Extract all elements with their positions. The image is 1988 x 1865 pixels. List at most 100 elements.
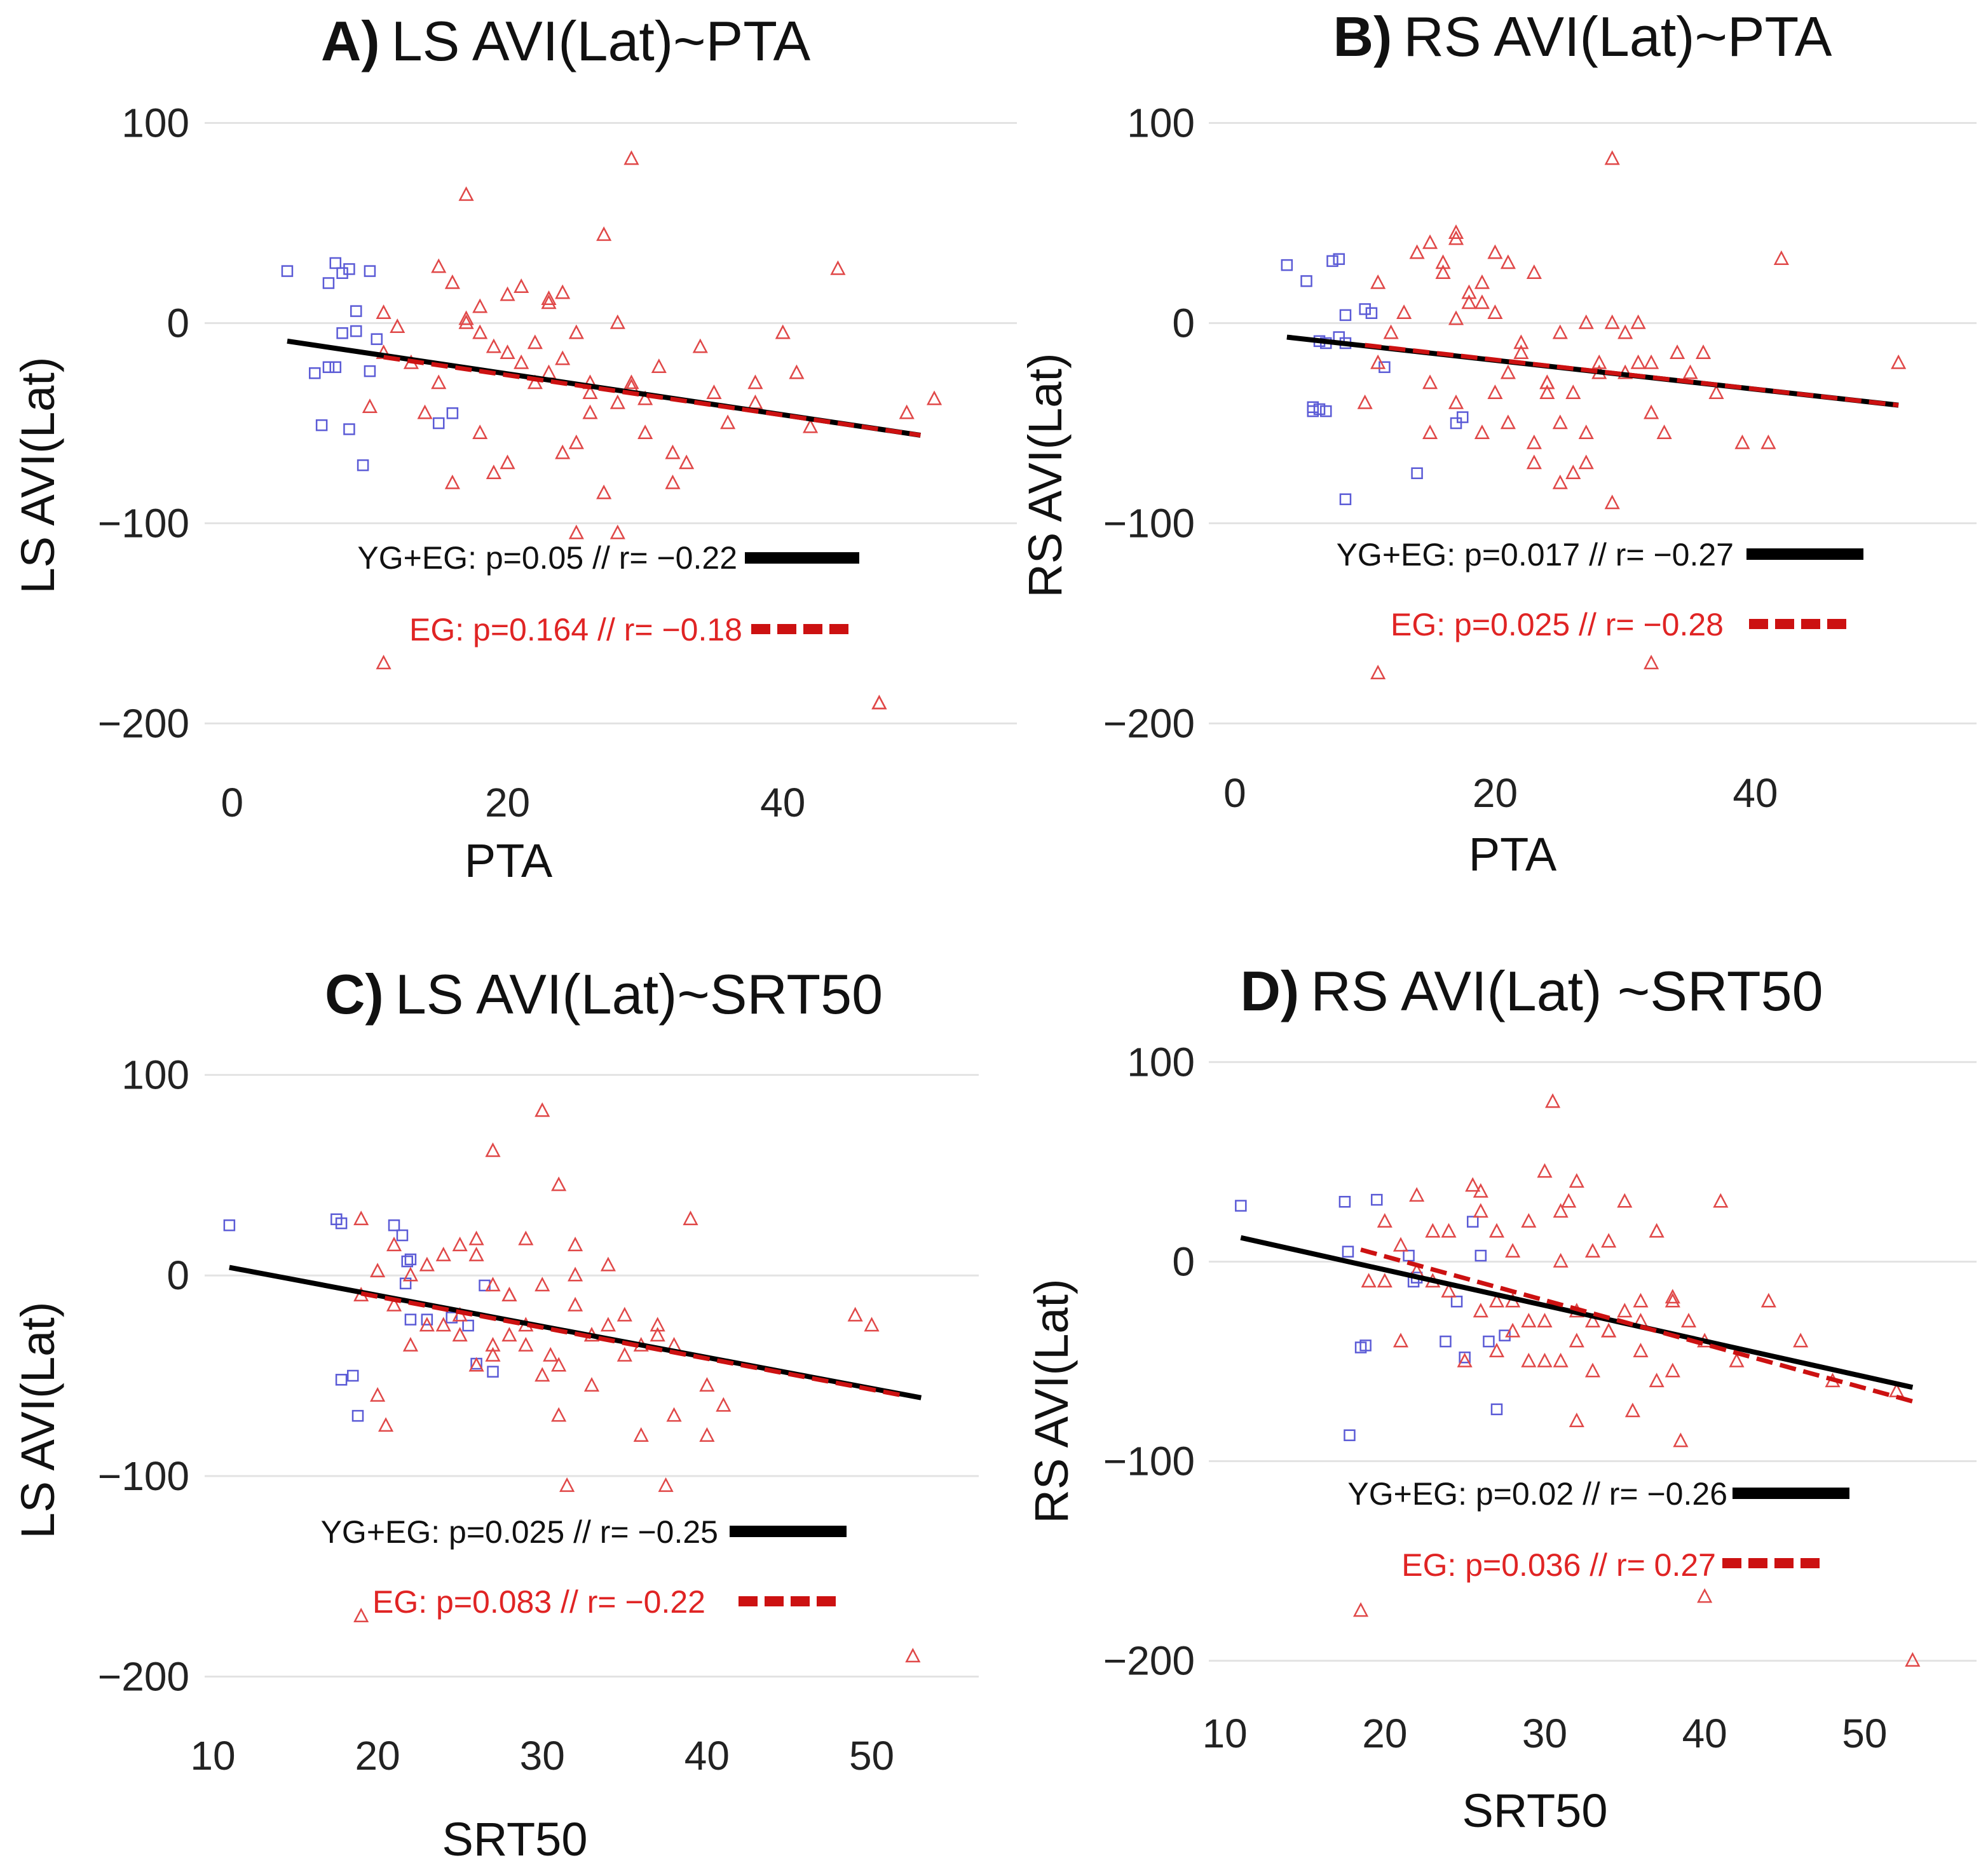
- y-axis-label: LS AVI(Lat): [11, 357, 64, 594]
- data-point-eg: [1644, 404, 1659, 419]
- x-tick-label: 40: [1682, 1711, 1727, 1756]
- annotation-all-text: YG+EG: p=0.025 // r= −0.25: [321, 1514, 718, 1550]
- data-point-eg: [1644, 354, 1659, 369]
- y-tick-label: 0: [1172, 1238, 1195, 1284]
- data-point-eg: [419, 1317, 435, 1332]
- data-point-eg: [1526, 264, 1542, 279]
- data-point-eg: [1760, 1292, 1776, 1308]
- data-point-eg: [468, 1357, 484, 1372]
- data-point-yg: [1450, 417, 1462, 430]
- y-tick-label: −100: [98, 501, 189, 546]
- y-tick-label: −200: [98, 701, 189, 747]
- data-point-yg: [421, 1313, 433, 1326]
- data-point-eg: [1665, 1292, 1680, 1308]
- x-tick-label: 0: [221, 780, 244, 825]
- data-point-eg: [1526, 434, 1542, 449]
- data-point-eg: [1617, 1193, 1633, 1208]
- data-point-eg: [485, 1346, 501, 1362]
- panel-letter: D): [1240, 960, 1299, 1022]
- y-tick-label: 100: [1127, 1039, 1195, 1085]
- data-point-yg: [487, 1366, 499, 1378]
- data-point-eg: [683, 1211, 698, 1226]
- x-tick-label: 10: [190, 1733, 235, 1779]
- panel-d: D) RS AVI(Lat) ~SRT50 SRT50 RS AVI(Lat) 1…: [1025, 960, 1977, 1837]
- data-point-eg: [830, 260, 846, 275]
- data-point-eg: [1553, 1252, 1569, 1268]
- x-tick-label: 0: [1223, 770, 1246, 816]
- annotation-all-text: YG+EG: p=0.05 // r= −0.22: [357, 540, 737, 576]
- data-point-eg: [1729, 1352, 1745, 1367]
- x-tick-label: 40: [684, 1733, 730, 1779]
- data-point-eg: [1537, 1352, 1553, 1367]
- annotation-eg: EG: p=0.036 // r= 0.27: [1401, 1547, 1824, 1583]
- x-axis-label: SRT50: [442, 1813, 588, 1865]
- data-point-yg: [1371, 1193, 1383, 1206]
- y-tick-label: −200: [98, 1653, 189, 1699]
- data-point-eg: [1513, 334, 1529, 349]
- data-point-eg: [452, 1237, 468, 1252]
- data-point-eg: [1649, 1373, 1665, 1388]
- data-point-eg: [568, 434, 584, 449]
- annotation-eg-text: EG: p=0.083 // r= −0.22: [372, 1584, 705, 1620]
- data-point-eg: [1633, 1292, 1649, 1308]
- annotation-eg: EG: p=0.083 // r= −0.22: [372, 1584, 840, 1620]
- data-point-eg: [444, 274, 460, 289]
- data-point-eg: [1569, 1413, 1584, 1427]
- data-point-eg: [500, 286, 515, 301]
- data-point-eg: [555, 284, 571, 299]
- data-point-eg: [616, 1306, 632, 1322]
- data-point-eg: [1500, 414, 1516, 430]
- y-axis-label: RS AVI(Lat): [1025, 1278, 1078, 1523]
- fit-line-eg: [383, 355, 921, 438]
- data-point-yg: [1235, 1200, 1247, 1212]
- data-point-yg: [1333, 253, 1345, 265]
- data-point-eg: [1695, 344, 1712, 359]
- data-point-eg: [1422, 374, 1438, 390]
- data-point-eg: [485, 1336, 501, 1352]
- data-point-eg: [1488, 1223, 1505, 1238]
- data-point-eg: [417, 404, 433, 419]
- data-point-eg: [435, 1246, 451, 1261]
- data-point-eg: [458, 186, 474, 201]
- data-point-eg: [596, 484, 612, 499]
- annotation-all: YG+EG: p=0.05 // r= −0.22: [357, 540, 859, 576]
- data-point-eg: [658, 1477, 674, 1492]
- data-point-eg: [1392, 1237, 1409, 1252]
- data-point-yg: [1313, 403, 1326, 416]
- data-point-eg: [1578, 454, 1594, 470]
- data-point-eg: [559, 1477, 575, 1492]
- data-point-eg: [1448, 310, 1464, 325]
- data-point-yg: [335, 1374, 348, 1386]
- data-point-eg: [666, 1407, 682, 1422]
- data-point-eg: [514, 278, 529, 294]
- data-point-eg: [609, 314, 625, 329]
- data-point-eg: [534, 1367, 550, 1382]
- data-point-eg: [1521, 1212, 1537, 1228]
- x-tick-label: 40: [1733, 770, 1778, 816]
- data-point-eg: [1644, 654, 1659, 670]
- data-point-eg: [1409, 1187, 1425, 1202]
- y-tick-label: −200: [1103, 701, 1195, 747]
- data-point-yg: [371, 333, 383, 345]
- data-point-eg: [871, 695, 887, 710]
- data-point-eg: [1505, 1243, 1521, 1258]
- panel-title-text: RS AVI(Lat) ~SRT50: [1311, 960, 1823, 1022]
- data-point-eg: [1673, 1432, 1689, 1448]
- data-point-eg: [1353, 1602, 1369, 1617]
- panel-letter: B): [1333, 5, 1392, 68]
- data-point-yg: [1344, 1429, 1356, 1441]
- data-point-yg: [309, 367, 321, 379]
- data-point-yg: [401, 1255, 414, 1268]
- y-tick-label: 100: [121, 1052, 189, 1098]
- x-tick-label: 20: [1473, 770, 1518, 816]
- data-point-yg: [1300, 275, 1312, 287]
- data-point-eg: [699, 1377, 715, 1392]
- y-tick-label: −100: [1103, 501, 1195, 546]
- x-tick-label: 50: [849, 1733, 894, 1779]
- data-point-eg: [1396, 304, 1412, 319]
- data-point-eg: [452, 1327, 468, 1342]
- data-point-eg: [518, 1230, 534, 1245]
- data-point-eg: [600, 1317, 616, 1332]
- data-point-eg: [637, 390, 653, 405]
- data-point-eg: [376, 654, 391, 670]
